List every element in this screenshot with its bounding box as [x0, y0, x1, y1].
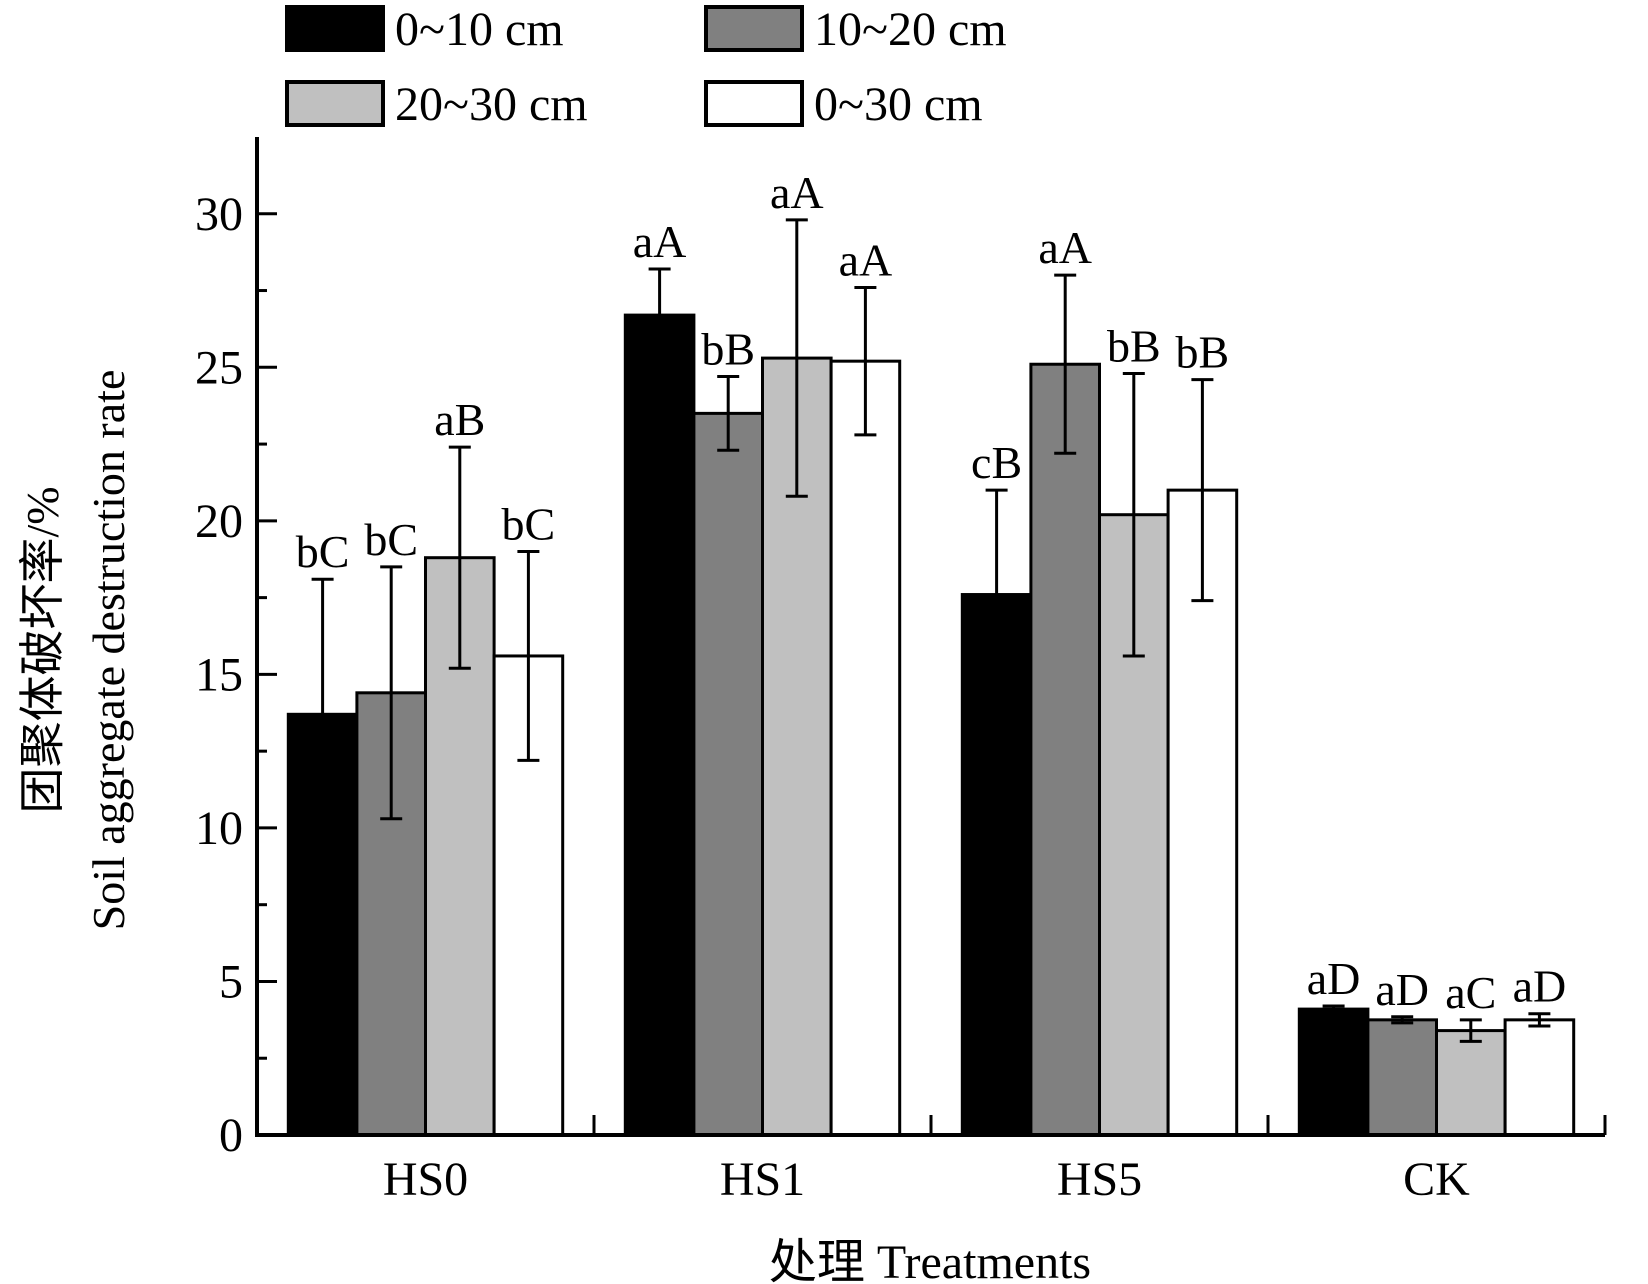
significance-label: aB [434, 394, 485, 445]
significance-label: aC [1445, 967, 1496, 1018]
y-tick-label: 25 [195, 341, 243, 394]
y-tick-label: 10 [195, 802, 243, 855]
legend-swatch [704, 5, 804, 52]
bar [1029, 362, 1102, 1137]
y-axis-title-cn: 团聚体破坏率/% [17, 486, 68, 813]
x-tick-label: HS1 [720, 1153, 805, 1206]
significance-label: aD [1513, 961, 1567, 1012]
significance-label: aD [1307, 953, 1361, 1004]
bar [1503, 1018, 1576, 1137]
significance-label: aA [1038, 222, 1092, 273]
x-axis-title: 处理 Treatments [769, 1236, 1091, 1284]
y-tick-label: 20 [195, 495, 243, 548]
legend-label: 10~20 cm [814, 3, 1007, 56]
significance-label: aA [770, 167, 824, 218]
bar [1297, 1007, 1370, 1137]
y-tick-label: 0 [219, 1109, 243, 1162]
bar [692, 411, 765, 1137]
significance-label: bB [701, 324, 755, 375]
significance-label: aA [839, 234, 893, 285]
x-tick-label: HS5 [1057, 1153, 1142, 1206]
legend-swatch [704, 80, 804, 127]
significance-label: aA [633, 216, 687, 267]
significance-label: bB [1176, 327, 1230, 378]
bar [1366, 1018, 1439, 1137]
legend-label: 20~30 cm [395, 78, 588, 131]
significance-label: aD [1375, 964, 1429, 1015]
significance-label: bC [296, 526, 350, 577]
legend-label: 0~10 cm [395, 3, 564, 56]
bar [1435, 1029, 1507, 1137]
legend-swatch [285, 80, 385, 127]
significance-label: bC [502, 499, 556, 550]
bar [623, 313, 696, 1137]
significance-label: bB [1107, 320, 1161, 371]
x-tick-label: HS0 [383, 1153, 468, 1206]
legend-label: 0~30 cm [814, 78, 983, 131]
legend: 0~10 cm 10~20 cm 20~30 cm 0~30 cm [285, 3, 1007, 131]
significance-label: cB [971, 437, 1022, 488]
bars: bC bC aB bC aA bB aA aA cB aA bB bB aD aD aC aD [286, 167, 1576, 1137]
y-tick-label: 30 [195, 188, 243, 241]
legend-swatch [285, 5, 385, 52]
axes: HS0 HS1 HS5 CK 0 5 10 15 20 25 30 [195, 137, 1607, 1206]
bar [829, 359, 902, 1137]
y-tick-label: 5 [219, 955, 243, 1008]
y-axis-title-en: Soil aggregate destruction rate [83, 370, 134, 931]
y-tick-label: 15 [195, 648, 243, 701]
x-tick-label: CK [1403, 1153, 1470, 1206]
significance-label: bC [364, 514, 418, 565]
